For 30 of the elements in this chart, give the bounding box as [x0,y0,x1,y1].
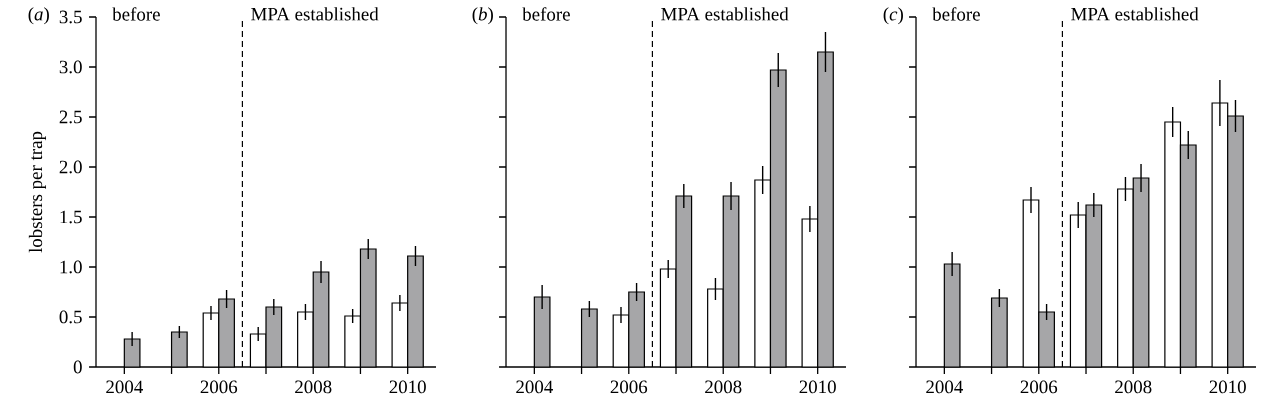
x-tick-label: 2004 [926,380,963,394]
annotation: before [522,7,570,21]
chart-title: (c) [883,7,903,25]
x-tick-label: 2006 [200,380,238,394]
chart-title: (a) [28,7,49,25]
y-axis-title: lobsters per trap [28,131,47,253]
x-tick-label: 2010 [389,380,426,394]
ref-line-label: MPA established [661,7,789,21]
x-tick-label: 2010 [1209,380,1246,394]
y-tick-label: 3.5 [59,10,82,24]
x-tick-label: 2006 [1020,380,1058,394]
ref-line-label: MPA established [1071,7,1199,21]
x-tick-label: 2008 [705,380,742,394]
x-tick-label: 2008 [295,380,332,394]
ref-line-label: MPA established [251,7,379,21]
y-tick-label: 3.0 [59,60,82,74]
y-tick-label: 0 [73,360,82,374]
x-tick-label: 2006 [610,380,648,394]
x-tick-label: 2010 [799,380,836,394]
x-tick-label: 2008 [1115,380,1152,394]
x-tick-label: 2004 [516,380,553,394]
annotation: before [932,7,980,21]
y-tick-label: 1.0 [60,260,82,274]
x-tick-label: 2004 [106,380,143,394]
annotation: before [112,7,160,21]
y-tick-label: 1.5 [60,210,82,224]
y-tick-label: 2.5 [59,110,82,124]
chart-title: (b) [472,7,493,25]
y-tick-label: 2.0 [59,160,82,174]
y-tick-label: 0.5 [59,310,82,324]
